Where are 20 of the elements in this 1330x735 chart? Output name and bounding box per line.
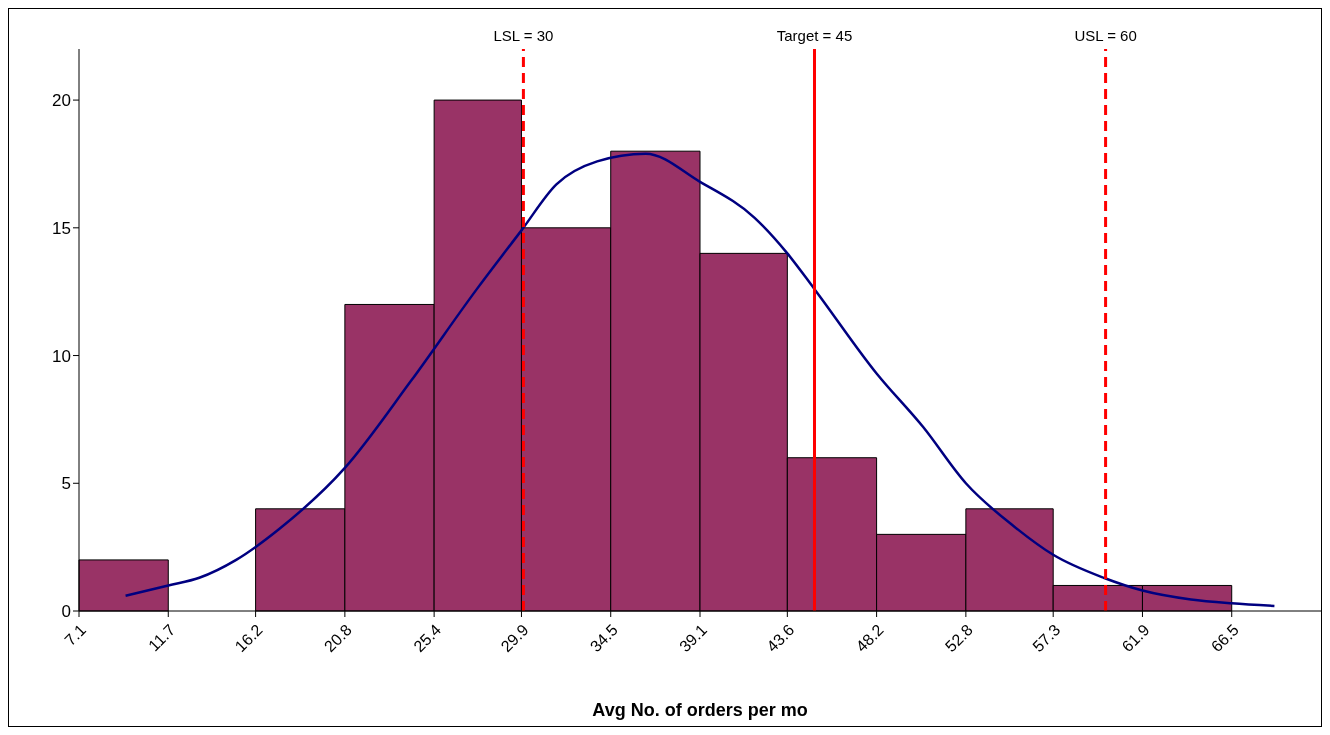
- x-tick-label: 52.8: [941, 621, 977, 656]
- y-tick-label: 5: [61, 474, 71, 494]
- x-tick-label: 7.1: [61, 621, 90, 649]
- line-series: [124, 152, 1276, 608]
- y-tick-label: 20: [52, 91, 71, 111]
- x-tick-label: 48.2: [852, 621, 887, 656]
- x-tick-label: 43.6: [763, 621, 798, 656]
- x-tick-label: 57.3: [1029, 621, 1064, 656]
- x-tick-label: 61.9: [1118, 621, 1153, 656]
- ref-line-label: LSL = 30: [493, 27, 554, 44]
- x-tick-label: 29.9: [497, 621, 532, 656]
- ref-line-label: USL = 60: [1074, 27, 1137, 44]
- y-tick-label: 15: [52, 218, 71, 238]
- x-tick-label: 66.5: [1207, 621, 1242, 656]
- y-tick-label: 0: [61, 602, 71, 622]
- ref-line-label: Target = 45: [776, 27, 853, 44]
- x-tick-label: 16.2: [231, 621, 266, 656]
- y-tick-label: 10: [52, 346, 71, 366]
- x-tick-label: 39.1: [676, 621, 711, 656]
- x-axis-title: Avg No. of orders per mo: [592, 700, 808, 720]
